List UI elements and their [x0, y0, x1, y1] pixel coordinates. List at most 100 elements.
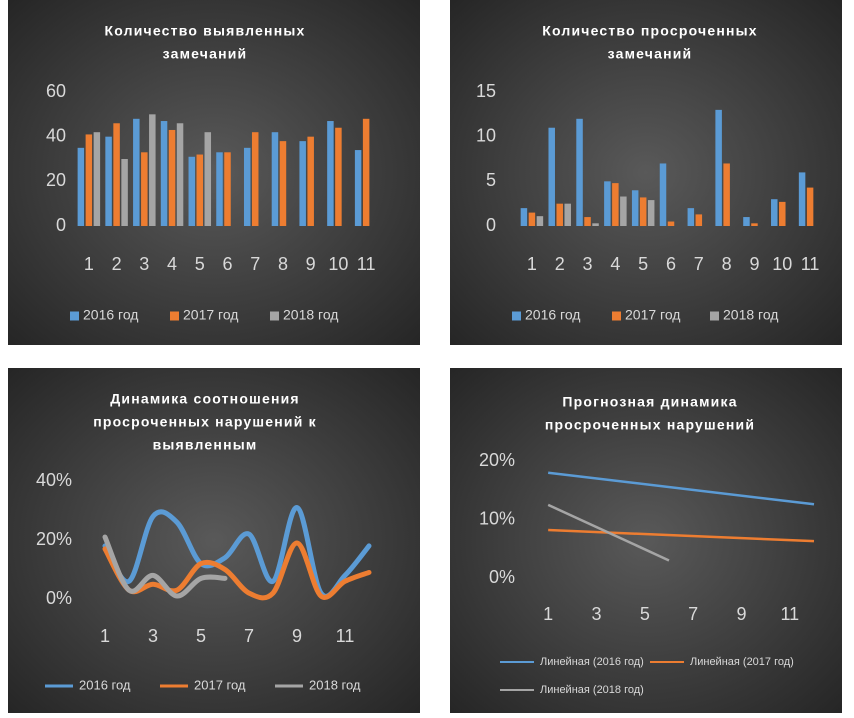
chart-title: Динамика соотношения	[110, 391, 300, 407]
legend-label: 2018 год	[283, 307, 338, 323]
legend-swatch	[170, 311, 179, 321]
bar	[612, 183, 619, 226]
legend-label: 2016 год	[83, 307, 138, 323]
chart-title: Количество выявленных	[105, 23, 306, 39]
x-tick-label: 1	[543, 604, 553, 624]
x-tick-label: 2	[555, 254, 565, 274]
trend-line	[548, 528, 815, 543]
x-tick-label: 5	[195, 254, 205, 274]
bar	[771, 199, 778, 226]
bar	[271, 132, 279, 226]
bar	[307, 136, 314, 226]
bar	[798, 172, 806, 226]
legend-label: 2017 год	[194, 677, 246, 692]
bar	[188, 156, 196, 226]
bar	[243, 147, 251, 226]
x-tick-label: 2	[112, 254, 122, 274]
y-tick-label: 40%	[36, 470, 72, 490]
legend-label: 2017 год	[183, 307, 238, 323]
chart-title: просроченных нарушений	[545, 417, 755, 433]
legend-swatch	[612, 311, 621, 321]
y-tick-label: 40	[46, 125, 66, 145]
y-tick-label: 60	[46, 81, 66, 101]
bar	[723, 163, 730, 226]
bar	[196, 154, 204, 226]
x-tick-label: 7	[694, 254, 704, 274]
bar	[149, 114, 156, 226]
bar	[362, 118, 370, 226]
x-tick-label: 10	[772, 254, 792, 274]
bar	[528, 212, 536, 226]
chart-title: Количество просроченных	[542, 23, 758, 39]
bar	[335, 127, 342, 226]
x-tick-label: 9	[292, 626, 302, 646]
y-tick-label: 20	[46, 170, 66, 190]
bar	[667, 221, 675, 226]
bar	[168, 129, 176, 226]
line	[102, 540, 372, 601]
bar	[520, 208, 528, 226]
bar	[576, 118, 583, 226]
legend-label: 2016 год	[79, 677, 131, 692]
bar	[216, 152, 223, 226]
bar	[77, 147, 85, 226]
bar	[620, 196, 627, 226]
bar	[751, 223, 758, 226]
line	[102, 534, 228, 599]
x-tick-label: 4	[167, 254, 177, 274]
bar	[659, 163, 667, 226]
x-tick-label: 1	[100, 626, 110, 646]
bar	[687, 208, 695, 226]
legend-label: 2017 год	[625, 307, 680, 323]
x-tick-label: 11	[780, 604, 799, 624]
x-tick-label: 4	[610, 254, 620, 274]
y-tick-label: 15	[476, 81, 496, 101]
x-tick-label: 7	[688, 604, 698, 624]
bar	[113, 123, 120, 226]
bar	[779, 201, 786, 226]
bar	[354, 150, 362, 226]
x-tick-label: 3	[583, 254, 593, 274]
bar	[564, 203, 571, 226]
trend-line	[547, 503, 670, 562]
bar	[536, 216, 544, 226]
panel	[8, 368, 420, 713]
x-tick-label: 9	[306, 254, 316, 274]
y-tick-label: 20%	[36, 529, 72, 549]
bar	[806, 187, 814, 226]
legend-label: Линейная (2017 год)	[690, 656, 794, 668]
bar	[743, 217, 750, 226]
legend-label: Линейная (2018 год)	[540, 684, 644, 696]
x-tick-label: 5	[640, 604, 650, 624]
x-tick-label: 9	[749, 254, 759, 274]
panel	[8, 0, 420, 345]
bar	[251, 132, 259, 226]
bar	[141, 152, 148, 226]
bar	[160, 121, 168, 226]
bar	[121, 159, 128, 226]
bar	[695, 214, 703, 226]
bar	[133, 118, 140, 226]
x-tick-label: 11	[336, 626, 355, 646]
y-tick-label: 10%	[479, 508, 515, 528]
chart-title: Прогнозная динамика	[562, 394, 737, 410]
y-tick-label: 0	[486, 215, 496, 235]
x-tick-label: 8	[722, 254, 732, 274]
bar	[279, 141, 287, 226]
chart-title: выявленным	[153, 437, 258, 453]
x-tick-label: 1	[84, 254, 94, 274]
y-tick-label: 20%	[479, 450, 515, 470]
bar	[93, 132, 101, 226]
legend-label: 2018 год	[723, 307, 778, 323]
bar	[299, 141, 306, 226]
x-tick-label: 1	[527, 254, 537, 274]
bar	[631, 190, 639, 226]
chart-title: замечаний	[163, 46, 248, 62]
legend-swatch	[70, 311, 79, 321]
bar	[715, 109, 722, 226]
legend-label: 2018 год	[309, 677, 361, 692]
x-tick-label: 5	[638, 254, 648, 274]
legend-swatch	[710, 311, 719, 321]
x-tick-label: 3	[148, 626, 158, 646]
